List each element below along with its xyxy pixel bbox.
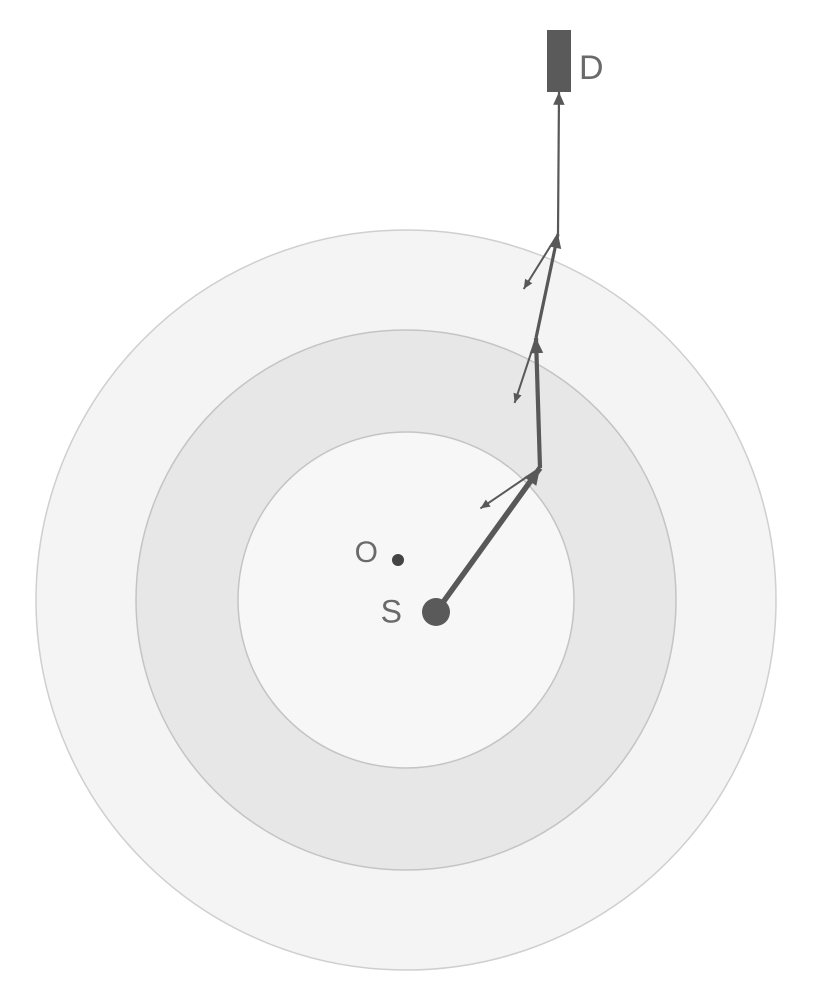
label-S: S [381,593,402,629]
point-S [422,598,450,626]
ring-2 [238,432,574,768]
label-O: O [355,536,378,569]
detector [547,30,571,92]
label-D: D [579,49,604,87]
point-O [392,554,404,566]
ray-seg-3 [558,92,559,234]
ray-seg-3-head [553,92,564,105]
diagram-canvas: OS D [0,0,838,1000]
